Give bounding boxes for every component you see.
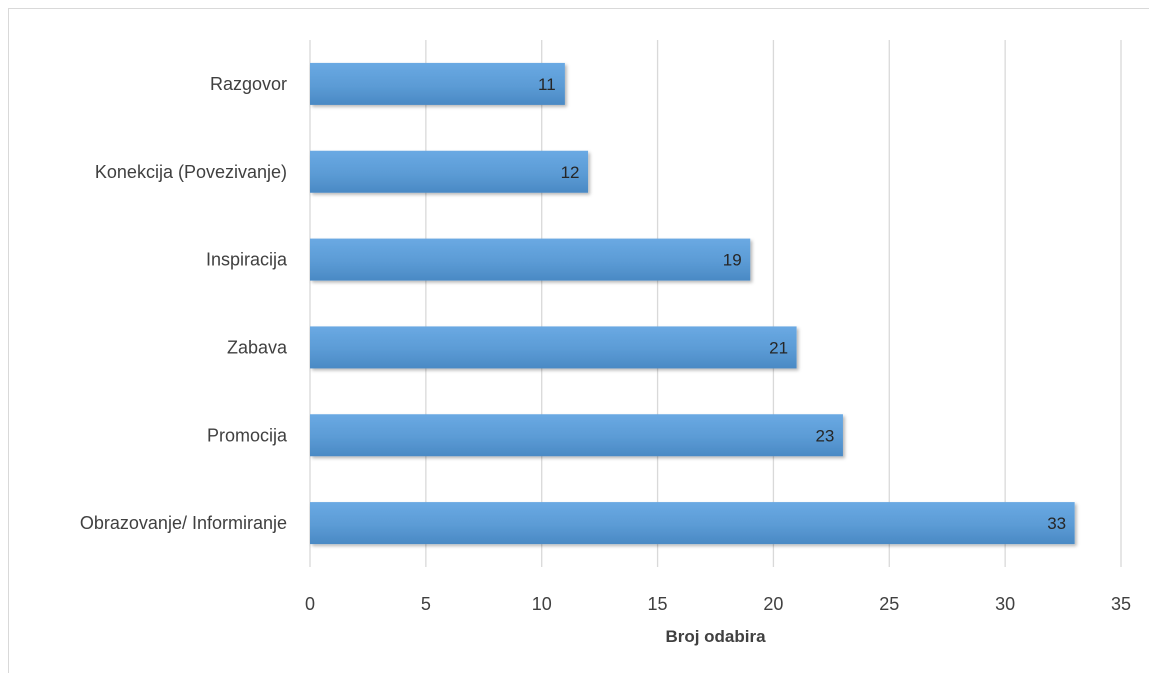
category-label-1: Konekcija (Povezivanje): [95, 162, 287, 182]
x-tick-label-20: 20: [763, 594, 783, 614]
data-label-5: 33: [1047, 514, 1066, 533]
gridlines: [309, 40, 1122, 567]
data-label-2: 19: [723, 251, 742, 270]
bar-5: [310, 502, 1075, 545]
x-tick-labels: 0 5 10 15 20 25 30 35: [305, 594, 1131, 614]
category-label-2: Inspiracija: [206, 250, 288, 270]
x-tick-label-35: 35: [1111, 594, 1131, 614]
bar-2: [310, 238, 751, 281]
x-tick-label-15: 15: [648, 594, 668, 614]
x-tick-label-10: 10: [532, 594, 552, 614]
category-label-5: Obrazovanje/ Informiranje: [80, 513, 287, 533]
data-label-1: 12: [561, 163, 580, 182]
category-label-4: Promocija: [207, 425, 288, 445]
bars: [310, 62, 1075, 545]
x-tick-label-25: 25: [879, 594, 899, 614]
category-label-0: Razgovor: [210, 74, 287, 94]
x-tick-label-30: 30: [995, 594, 1015, 614]
x-tick-label-0: 0: [305, 594, 315, 614]
data-label-0: 11: [538, 75, 556, 94]
category-labels: Razgovor Konekcija (Povezivanje) Inspiraci…: [80, 74, 288, 533]
data-labels: 11 12 19 21 23 33: [538, 75, 1066, 533]
x-tick-label-5: 5: [421, 594, 431, 614]
bar-4: [310, 414, 843, 457]
bar-1: [310, 150, 589, 193]
x-axis-title: Broj odabira: [665, 627, 766, 646]
bar-0: [310, 62, 565, 105]
category-label-3: Zabava: [227, 337, 288, 357]
data-label-4: 23: [815, 426, 834, 445]
data-label-3: 21: [769, 338, 788, 357]
bar-3: [310, 326, 797, 369]
